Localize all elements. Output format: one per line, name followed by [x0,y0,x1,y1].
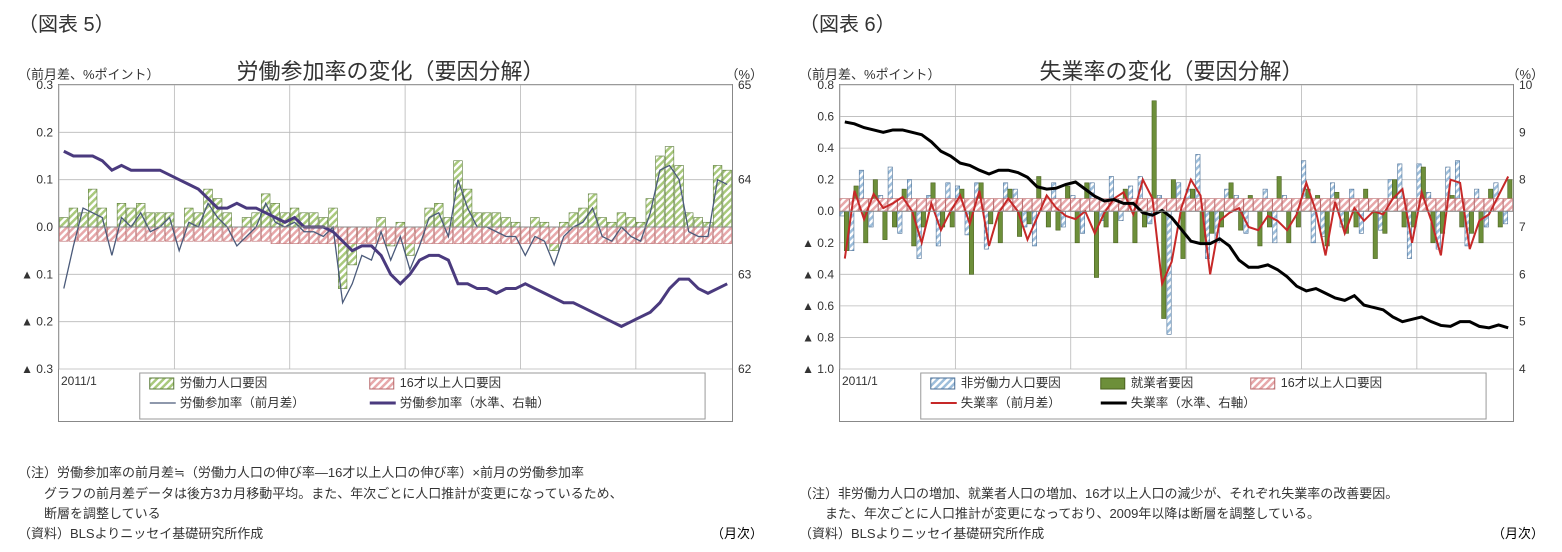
fig6-notes: （注）非労働力人口の増加、就業者人口の増加、16才以上人口の減少が、それぞれ失業… [799,484,1544,544]
svg-text:▲ 0.3: ▲ 0.3 [21,362,53,376]
svg-text:0.6: 0.6 [817,110,834,124]
svg-text:4: 4 [1519,362,1526,376]
svg-text:▲ 0.8: ▲ 0.8 [802,330,834,344]
svg-text:▲ 0.2: ▲ 0.2 [802,236,834,250]
svg-text:62: 62 [738,362,752,376]
fig6-label: （図表 6） [799,8,1544,37]
svg-text:▲ 0.6: ▲ 0.6 [802,299,834,313]
svg-text:2011/1: 2011/1 [842,374,878,388]
svg-text:0.0: 0.0 [36,220,53,234]
note-line: （注）労働参加率の前月差≒（労働力人口の伸び率—16才以上人口の伸び率）×前月の… [18,463,763,483]
svg-text:▲ 0.4: ▲ 0.4 [802,267,834,281]
fig5-notes: （注）労働参加率の前月差≒（労働力人口の伸び率—16才以上人口の伸び率）×前月の… [18,463,763,544]
svg-text:0.2: 0.2 [36,125,53,139]
fig5-label: （図表 5） [18,8,763,37]
svg-text:7: 7 [1519,220,1526,234]
note-line: 断層を調整している [18,504,763,524]
svg-text:失業率（前月差）: 失業率（前月差） [961,395,1061,410]
svg-text:失業率（水準、右軸）: 失業率（水準、右軸） [1131,395,1256,410]
svg-text:64: 64 [738,173,752,187]
svg-text:労働参加率（水準、右軸）: 労働参加率（水準、右軸） [400,395,550,410]
panel-fig6: （図表 6） 失業率の変化（要因分解） （前月差、%ポイント） （%） 0.80… [781,0,1562,552]
svg-text:0.2: 0.2 [817,173,834,187]
svg-text:8: 8 [1519,173,1526,187]
note-line: グラフの前月差データは後方3カ月移動平均。また、年次ごとに人口推計が変更になって… [18,484,763,504]
note-line: （注）非労働力人口の増加、就業者人口の増加、16才以上人口の減少が、それぞれ失業… [799,484,1544,504]
svg-text:63: 63 [738,267,752,281]
svg-text:10: 10 [1519,78,1533,92]
svg-text:非労働力人口要因: 非労働力人口要因 [961,376,1061,390]
note-line: （資料）BLSよりニッセイ基礎研究所作成 [799,524,1544,544]
svg-text:労働力人口要因: 労働力人口要因 [180,376,268,390]
fig5-chart: 0.30.20.10.0▲ 0.1▲ 0.2▲ 0.3656463622011/… [58,84,733,422]
svg-text:▲ 0.2: ▲ 0.2 [21,315,53,329]
svg-text:▲ 0.1: ▲ 0.1 [21,267,53,281]
svg-text:16才以上人口要因: 16才以上人口要因 [400,376,501,390]
svg-text:2011/1: 2011/1 [61,374,97,388]
note-line: また、年次ごとに人口推計が変更になっており、2009年以降は断層を調整している。 [799,504,1544,524]
svg-text:6: 6 [1519,267,1526,281]
fig6-monthly: （月次） [1492,523,1544,542]
svg-text:▲ 1.0: ▲ 1.0 [802,362,834,376]
fig6-chart: 0.80.60.40.20.0▲ 0.2▲ 0.4▲ 0.6▲ 0.8▲ 1.0… [839,84,1514,422]
fig5-monthly: （月次） [711,523,763,542]
svg-text:5: 5 [1519,315,1526,329]
svg-text:65: 65 [738,78,752,92]
svg-text:16才以上人口要因: 16才以上人口要因 [1281,376,1382,390]
svg-text:労働参加率（前月差）: 労働参加率（前月差） [180,395,305,410]
svg-text:0.0: 0.0 [817,204,834,218]
svg-text:0.1: 0.1 [36,173,53,187]
panel-fig5: （図表 5） 労働参加率の変化（要因分解） （前月差、%ポイント） （%） 0.… [0,0,781,552]
svg-text:就業者要因: 就業者要因 [1131,375,1194,390]
svg-text:0.4: 0.4 [817,141,834,155]
svg-text:0.8: 0.8 [817,78,834,92]
svg-text:9: 9 [1519,125,1526,139]
svg-text:0.3: 0.3 [36,78,53,92]
note-line: （資料）BLSよりニッセイ基礎研究所作成 [18,524,763,544]
